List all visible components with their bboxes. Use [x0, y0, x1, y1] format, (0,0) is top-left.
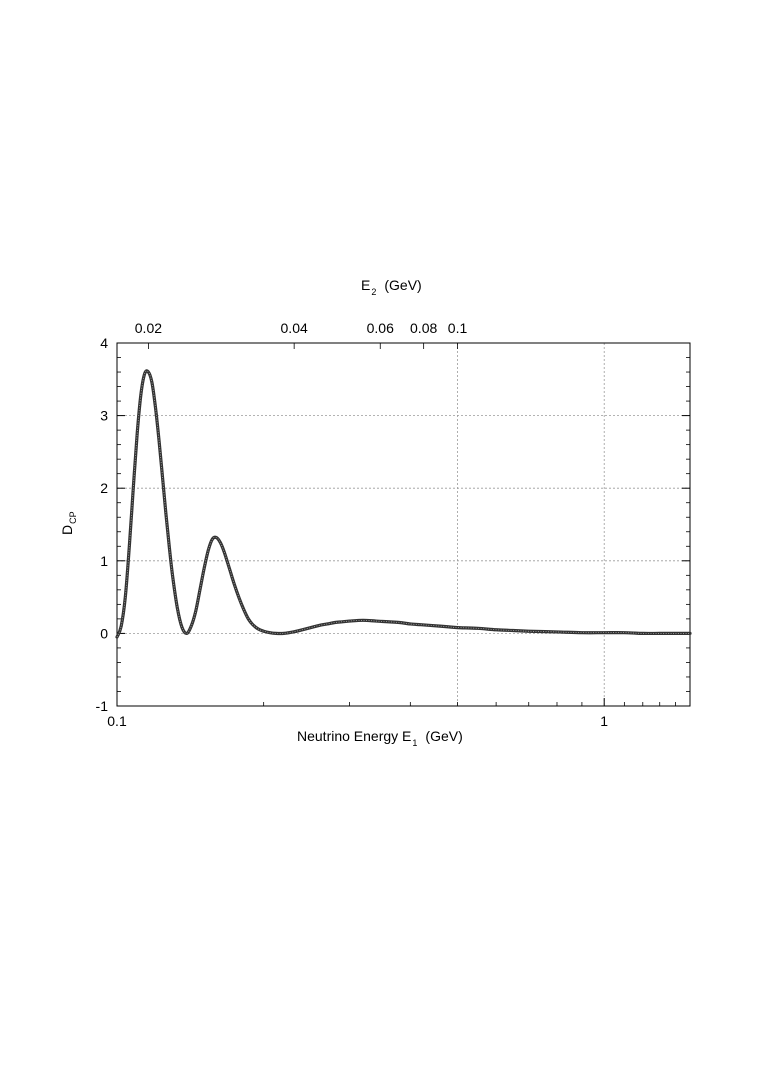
x-tick-label: 0.1	[107, 713, 127, 729]
y-tick-label: 1	[100, 553, 108, 569]
x-tick-label: 1	[600, 713, 608, 729]
top-tick-label: 0.1	[448, 320, 468, 336]
grid-lines	[117, 343, 690, 706]
top-tick-label: 0.08	[410, 320, 437, 336]
axis-ticks	[116, 342, 691, 707]
tick-labels: -1 0 1 2 3 4 0.1 1 0.02 0.04 0.06 0.08 0.1	[96, 320, 609, 729]
x-axis-title: Neutrino Energy E1 (GeV)	[297, 728, 463, 748]
series-line-texture	[116, 370, 690, 638]
y-tick-label: 3	[100, 408, 108, 424]
y-tick-label: -1	[96, 698, 109, 714]
y-axis-title: DCP	[59, 511, 78, 535]
plot-frame	[116, 342, 691, 707]
top-tick-label: 0.02	[135, 320, 162, 336]
y-tick-label: 0	[100, 625, 108, 641]
top-tick-label: 0.04	[281, 320, 308, 336]
y-tick-label: 2	[100, 480, 108, 496]
y-tick-label: 4	[100, 335, 108, 351]
top-axis-title: E2 (GeV)	[361, 277, 422, 297]
top-tick-label: 0.06	[367, 320, 394, 336]
series-layer	[115, 369, 692, 639]
